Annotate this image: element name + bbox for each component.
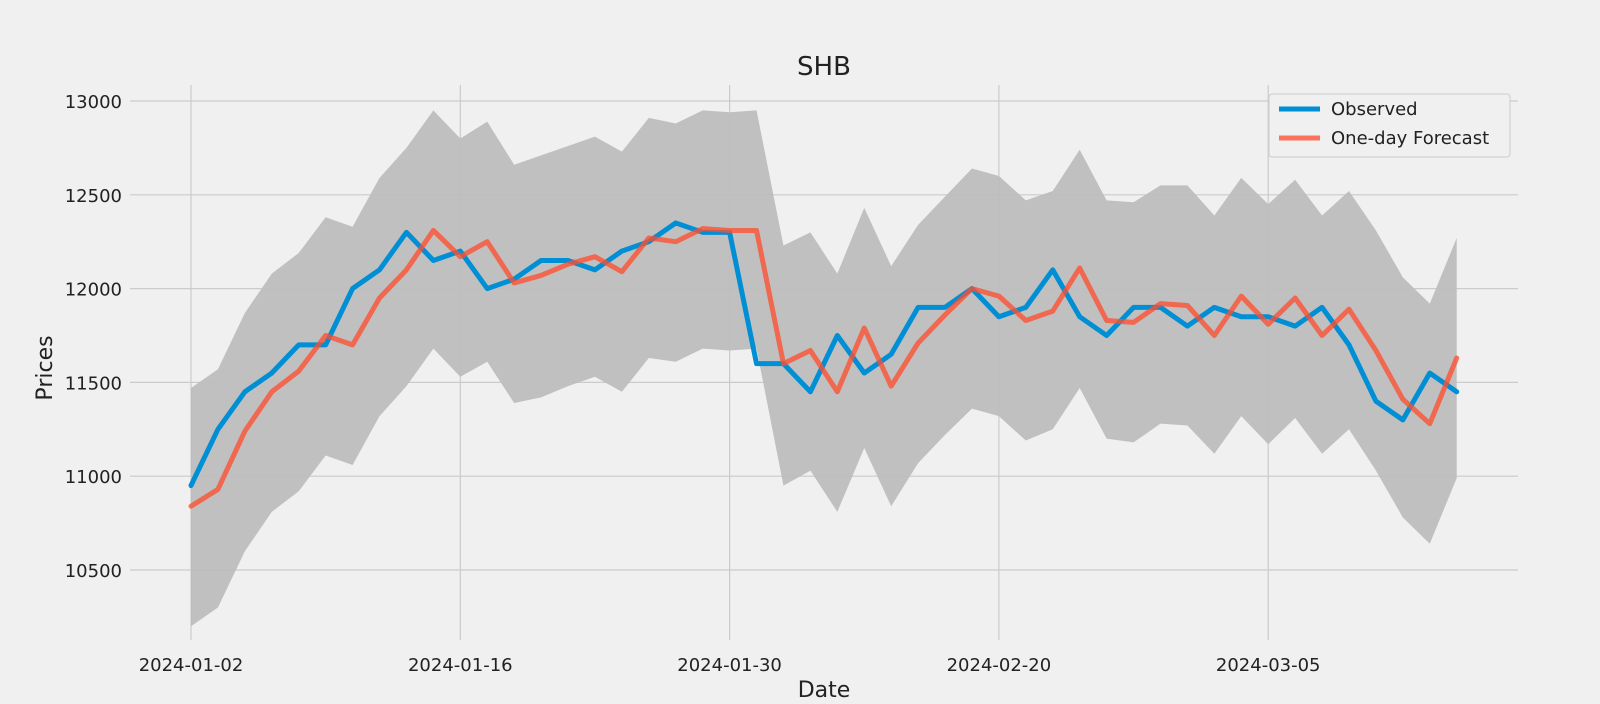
series-line-observed: [188, 220, 1460, 489]
legend-label-observed: Observed: [1331, 99, 1418, 120]
x-tick-labels: 2024-01-02 2024-01-16 2024-01-30 2024-02-20…: [139, 655, 1321, 676]
x-tick-label-2024-01-16: 2024-01-16: [408, 655, 513, 676]
x-tick-label-2024-01-30: 2024-01-30: [677, 655, 782, 676]
legend-label-one-day-forecast: One-day Forecast: [1331, 128, 1489, 149]
y-tick-label-11500: 11500: [65, 373, 122, 394]
series-line-one-day-forecast: [188, 226, 1460, 509]
y-tick-label-10500: 10500: [65, 561, 122, 582]
y-tick-label-11000: 11000: [65, 467, 122, 488]
x-tick-label-2024-01-02: 2024-01-02: [139, 655, 244, 676]
chart-title: SHB: [797, 52, 851, 82]
y-tick-label-13000: 13000: [65, 92, 122, 113]
legend-box: [1268, 93, 1511, 158]
y-tick-label-12000: 12000: [65, 280, 122, 301]
y-axis-label: Prices: [33, 335, 58, 400]
y-tick-label-12500: 12500: [65, 186, 122, 207]
x-axis-label: Date: [798, 678, 851, 700]
x-tick-label-2024-03-05: 2024-03-05: [1216, 655, 1321, 676]
legend: Observed One-day Forecast: [1268, 93, 1511, 158]
y-tick-labels: 10500 11000 11500 12000 12500 13000: [65, 92, 122, 582]
series-lines: [188, 220, 1460, 509]
x-tick-label-2024-02-20: 2024-02-20: [947, 655, 1052, 676]
